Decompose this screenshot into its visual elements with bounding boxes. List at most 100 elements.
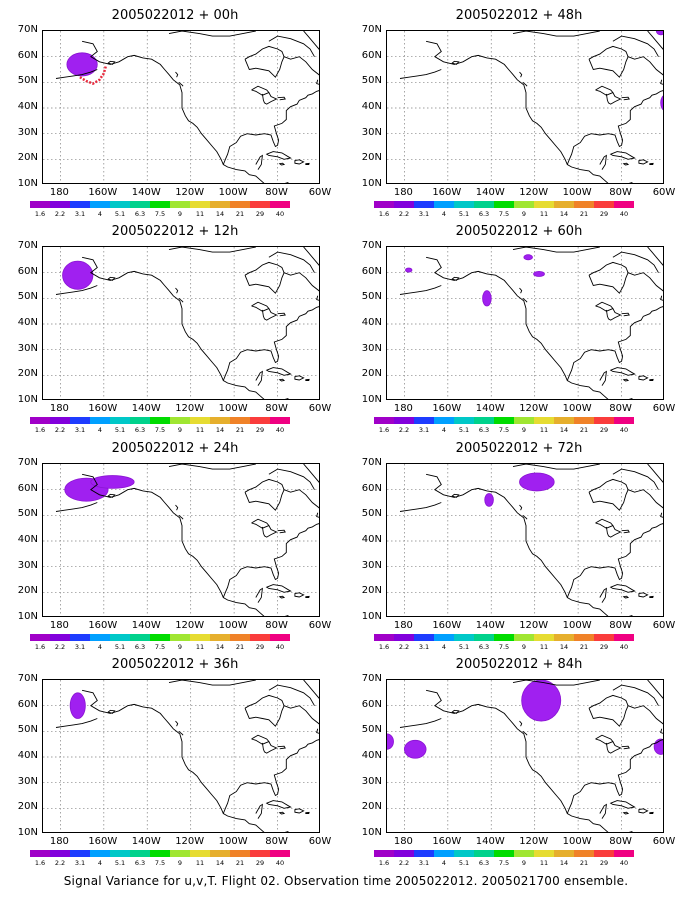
colorbar-tick-label: 40 (275, 210, 285, 218)
pacific-northwest-islands (522, 730, 528, 736)
figure-caption: Signal Variance for u,v,T. Flight 02. Ob… (63, 874, 629, 888)
great-lakes-outline (277, 312, 286, 317)
latitude-tick-label: 70N (17, 240, 38, 251)
latitude-tick-label: 60N (361, 265, 382, 277)
jamaica-outline (622, 811, 630, 815)
puerto-rico-outline (305, 811, 310, 814)
map-frame (42, 463, 320, 617)
colorbar-tick-label: 9 (177, 643, 183, 651)
puerto-rico-outline (305, 378, 310, 381)
colorbar-segment (414, 850, 434, 857)
kodiak-island-outline (107, 493, 116, 498)
labrador-coastline (283, 272, 319, 292)
map-canvas (387, 247, 663, 399)
arctic-islands-coastline (268, 251, 315, 273)
newfoundland-coastline (316, 512, 319, 518)
map-panel-72h: 2005022012 + 72h 70N 60N 50N 40N 30N 20N 10N 18… (354, 441, 684, 651)
colorbar-tick-label: 7.5 (498, 643, 510, 651)
pacific-coastline (81, 689, 289, 832)
aleutian-islands (55, 718, 98, 728)
pacific-coastline (81, 256, 289, 399)
latitude-tick-label: 20N (17, 368, 38, 380)
colorbar-segment (454, 417, 474, 424)
latitude-tick-label: 20N (361, 368, 382, 380)
hudson-bay-coastline (588, 45, 629, 78)
great-lakes-outline (621, 529, 630, 534)
arctic-coastline (168, 464, 256, 470)
colorbar-tick-label: 40 (275, 643, 285, 651)
great-lakes-outline (605, 525, 622, 538)
greenland-coastline (303, 31, 319, 50)
colorbar-segment (374, 634, 394, 641)
colorbar-segment (554, 417, 574, 424)
great-lakes-outline (251, 518, 270, 529)
colorbar-segment (110, 201, 130, 208)
gulf-atlantic-coastline (566, 523, 663, 598)
map-canvas (43, 680, 319, 832)
colorbar-segment (434, 634, 454, 641)
signal-variance-region (403, 739, 427, 759)
longitude-tick-label: 60W (308, 187, 332, 198)
colorbar-segment (434, 201, 454, 208)
arctic-coastline (168, 31, 256, 37)
colorbar-segment (614, 201, 634, 208)
latitude-tick-label: 20N (17, 801, 38, 813)
gridlines (43, 247, 319, 399)
colorbar-tick-label: 14 (215, 426, 225, 434)
great-lakes-outline (261, 308, 278, 321)
great-lakes-outline (251, 734, 270, 745)
longitude-tick-label: 100W (218, 620, 248, 631)
map-frame (386, 463, 664, 617)
colorbar-segment (90, 634, 110, 641)
cuba-outline (609, 151, 636, 160)
gridlines (387, 247, 663, 399)
map-frame (386, 30, 664, 184)
colorbar-segment (150, 417, 170, 424)
great-lakes-outline (605, 92, 622, 105)
colorbar-tick-label: 29 (255, 643, 265, 651)
map-canvas (387, 680, 663, 832)
colorbar-tick-label: 7.5 (154, 426, 166, 434)
colorbar-tick-label: 7.5 (154, 859, 166, 867)
panel-title: 2005022012 + 48h (455, 8, 583, 23)
longitude-tick-label: 160W (88, 836, 118, 847)
colorbar-segment (454, 201, 474, 208)
cuba-outline (265, 367, 292, 376)
colorbar-tick-label: 6.3 (478, 426, 490, 434)
longitude-tick-label: 160W (432, 403, 462, 414)
longitude-tick-label: 140W (475, 187, 505, 198)
colorbar-tick-label: 7.5 (498, 426, 510, 434)
latitude-tick-label: 30N (17, 342, 38, 354)
colorbar-tick-label: 21 (235, 210, 245, 218)
puerto-rico-outline (649, 595, 654, 598)
colorbar-segment (190, 634, 210, 641)
colorbar-labels: 1.6 2.2 3.1 4 5.1 6.3 7.5 9 11 14 21 29 40 (374, 211, 634, 219)
colorbar-tick-label: 6.3 (478, 210, 490, 218)
colorbar-labels: 1.6 2.2 3.1 4 5.1 6.3 7.5 9 11 14 21 29 40 (30, 427, 290, 435)
arctic-islands-coastline (268, 468, 315, 490)
pacific-northwest-islands (178, 297, 184, 303)
colorbar-tick-label: 11 (539, 643, 549, 651)
map-panel-00h: 2005022012 + 00h 70N 60N 50N 40N 30N 20N 10N 18… (10, 8, 340, 218)
great-lakes-outline (605, 308, 622, 321)
colorbar-segment (30, 850, 50, 857)
greenland-coastline (303, 247, 319, 266)
colorbar-segment (90, 417, 110, 424)
latitude-tick-label: 60N (17, 265, 38, 277)
pacific-northwest-islands (178, 730, 184, 736)
longitude-tick-label: 140W (131, 403, 161, 414)
latitude-tick-label: 10N (361, 178, 382, 189)
colorbar-segment (150, 634, 170, 641)
latitude-tick-label: 40N (361, 101, 382, 112)
arctic-coastline (512, 247, 600, 253)
colorbar-segment (270, 850, 290, 857)
longitude-tick-label: 160W (432, 187, 462, 198)
gridlines (387, 680, 663, 832)
panel-title: 2005022012 + 00h (111, 8, 239, 23)
latitude-tick-label: 70N (361, 240, 382, 251)
colorbar-tick-label: 29 (599, 859, 609, 867)
latitude-tick-label: 10N (361, 827, 382, 838)
signal-variance-region (405, 267, 413, 273)
colorbar-segment (514, 850, 534, 857)
colorbar-tick-label: 1.6 (34, 859, 46, 867)
